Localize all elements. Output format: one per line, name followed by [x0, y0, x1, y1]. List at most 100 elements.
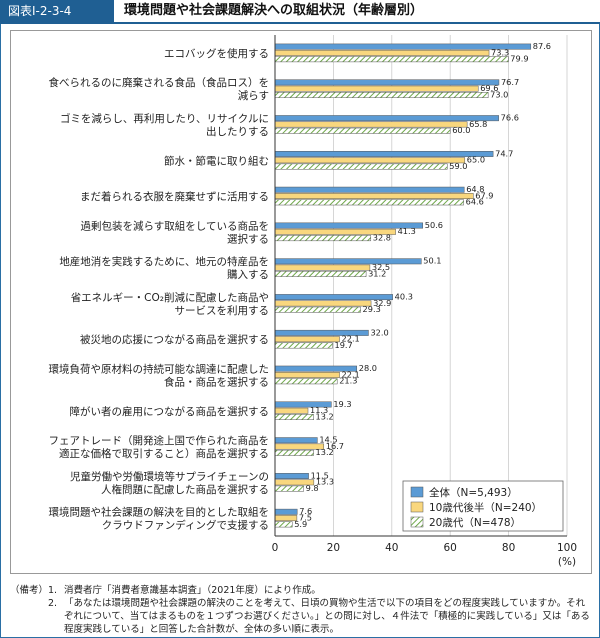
notes: （備考） 1. 消費者庁「消費者意識基本調査」（2021年度）により作成。 2.… — [10, 584, 590, 636]
bar-series-1 — [274, 85, 479, 92]
bar-series-1 — [274, 407, 309, 414]
data-label: 60.0 — [452, 125, 470, 135]
legend-swatch — [410, 501, 424, 513]
legend-swatch — [410, 516, 424, 528]
data-label: 32.9 — [373, 298, 391, 308]
legend-label: 20歳代（N=478） — [429, 517, 521, 529]
bar-series-0 — [274, 79, 500, 86]
note-row-2: 2. 「あなたは環境問題や社会課題の解決のことを考えて、日頃の買物や生活で以下の… — [10, 597, 590, 636]
bar-series-2 — [274, 414, 314, 421]
data-label: 40.3 — [395, 291, 413, 301]
bar-series-2 — [274, 521, 293, 528]
data-label: 22.1 — [342, 334, 360, 344]
bar-series-0 — [274, 473, 309, 479]
bar-series-0 — [274, 508, 298, 515]
data-label: 19.7 — [335, 340, 353, 350]
category-label: 人権問題に配慮した商品を選択する — [101, 483, 269, 496]
figure-title: 環境問題や社会課題解決への取組状況（年齢層別） — [124, 3, 424, 18]
category-label: 選択する — [227, 232, 269, 245]
data-label: 5.9 — [294, 519, 307, 529]
category-label: まだ着られる衣服を廃棄せずに活用する — [80, 190, 269, 203]
bar-series-1 — [274, 372, 340, 378]
data-label: 22.1 — [342, 369, 360, 379]
x-tick-label: 80 — [502, 542, 515, 554]
note-text: 消費者庁「消費者意識基本調査」（2021年度）により作成。 — [64, 585, 321, 596]
data-label: 64.8 — [466, 184, 484, 194]
figure-header: 図表Ⅰ-2-3-4 環境問題や社会課題解決への取組状況（年齢層別） — [0, 0, 600, 24]
category-label: 出したりする — [206, 125, 269, 138]
bar-series-2 — [274, 485, 304, 492]
data-label: 13.3 — [316, 477, 334, 487]
category-label: ゴミを減らし、再利用したり、リサイクルに — [60, 112, 269, 125]
data-label: 65.8 — [469, 119, 487, 129]
data-label: 11.3 — [310, 405, 328, 415]
bar-series-2 — [274, 235, 372, 242]
data-label: 32.0 — [370, 327, 388, 337]
data-label: 11.5 — [311, 470, 329, 480]
data-label: 13.2 — [316, 447, 334, 457]
data-label: 73.3 — [491, 47, 509, 57]
data-label: 32.5 — [372, 262, 390, 272]
note-number: 2. — [48, 598, 58, 609]
category-label: 児童労働や労働環境等サプライチェーンの — [70, 470, 269, 483]
bar-series-2 — [274, 270, 367, 277]
data-label: 41.3 — [398, 226, 416, 236]
chart-panel: エコバッグを使用する 食べられるのに廃棄される食品（食品ロス）を 減らす ゴミを減らし… — [10, 30, 592, 574]
category-label: 環境負荷や原材料の持続可能な調達に配慮した — [49, 362, 270, 375]
notes-heading: （備考） — [10, 585, 49, 596]
category-label: 節水・節電に取り組む — [164, 154, 269, 167]
bar-series-0 — [274, 115, 499, 122]
bar-series-1 — [274, 300, 372, 307]
data-label: 14.5 — [319, 435, 337, 445]
bar-series-1 — [274, 264, 371, 271]
bar-series-2 — [274, 378, 338, 385]
bar-series-2 — [274, 342, 333, 349]
note-text: 「あなたは環境問題や社会課題の解決のことを考えて、日頃の買物や生活で以下の項目を… — [64, 598, 590, 635]
legend-swatch — [410, 486, 424, 498]
bar-series-1 — [274, 193, 474, 199]
x-tick-label: 20 — [327, 542, 340, 554]
data-label: 13.2 — [316, 411, 334, 421]
category-label: 食べられるのに廃棄される食品（食品ロス）を — [49, 76, 270, 89]
legend — [402, 480, 564, 532]
bar-series-2 — [274, 56, 509, 63]
category-label: 地産地消を実践するために、地元の特産品を — [59, 255, 269, 268]
data-label: 59.0 — [449, 161, 467, 171]
bar-series-0 — [274, 258, 422, 265]
x-tick-label: 40 — [385, 542, 398, 554]
data-label: 79.9 — [510, 54, 528, 64]
figure-tag: 図表Ⅰ-2-3-4 — [0, 0, 114, 22]
bar-chart: エコバッグを使用する食べられるのに廃棄される食品（食品ロス）を減らすゴミを減らし… — [49, 35, 577, 568]
data-label: 50.1 — [423, 256, 441, 266]
data-label: 74.7 — [495, 148, 513, 158]
data-label: 87.6 — [533, 41, 551, 51]
bar-series-2 — [274, 163, 448, 170]
bar-series-2 — [274, 449, 314, 456]
legend-label: 10歳代後半（N=240） — [429, 501, 542, 514]
data-label: 29.3 — [363, 304, 381, 314]
category-label: 省エネルギー・CO₂削減に配慮した商品や — [71, 291, 269, 304]
category-label: 被災地の応援につながる商品を選択する — [80, 333, 269, 346]
x-axis-label: (%) — [558, 556, 576, 568]
bar-series-2 — [274, 127, 451, 134]
data-label: 7.5 — [299, 513, 312, 523]
category-label: サービスを利用する — [175, 305, 270, 317]
category-label: 購入する — [227, 268, 269, 281]
data-label: 76.7 — [501, 77, 519, 87]
bar-series-1 — [274, 49, 490, 56]
bar-series-1 — [274, 157, 466, 164]
category-label: 食品・商品を選択する — [164, 375, 269, 388]
data-label: 21.3 — [339, 376, 357, 386]
bar-series-0 — [274, 151, 494, 157]
data-label: 16.7 — [326, 441, 344, 451]
data-label: 31.2 — [368, 268, 386, 278]
data-label: 50.6 — [425, 220, 443, 230]
data-label: 64.6 — [466, 197, 484, 207]
category-label: フェアトレード（開発途上国で作られた商品を — [49, 434, 270, 447]
data-label: 19.3 — [333, 399, 351, 409]
x-tick-label: 60 — [444, 542, 457, 554]
category-label: 障がい者の雇用につながる商品を選択する — [70, 405, 270, 418]
bar-series-1 — [274, 336, 340, 343]
data-label: 7.6 — [299, 506, 312, 516]
bar-series-0 — [274, 186, 465, 193]
